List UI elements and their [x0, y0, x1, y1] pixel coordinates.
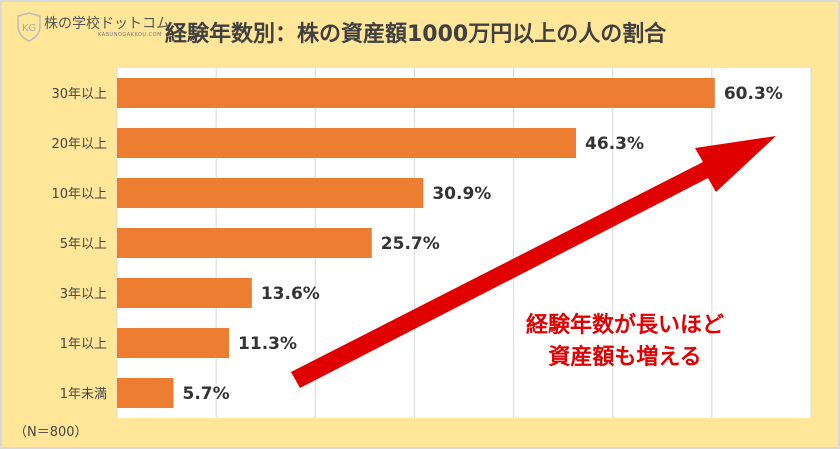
logo: KG 株の学校ドットコム KABUNOGAKKOU.COM: [16, 12, 170, 46]
data-label: 60.3%: [724, 84, 783, 104]
bar: [117, 328, 230, 358]
category-label: 1年以上: [60, 337, 107, 352]
bar: [117, 78, 715, 108]
logo-text: 株の学校ドットコム: [44, 16, 170, 32]
chart-title: 経験年数別：株の資産額1000万円以上の人の割合: [165, 22, 667, 47]
bar: [117, 278, 252, 308]
bar: [117, 378, 174, 408]
shield-logo-icon: KG: [17, 12, 41, 42]
data-label: 25.7%: [381, 234, 440, 254]
category-label: 30年以上: [51, 87, 107, 102]
category-label: 5年以上: [60, 237, 107, 252]
bar: [117, 178, 424, 208]
data-label: 11.3%: [238, 334, 297, 354]
trend-arrow: [291, 136, 776, 388]
bar: [117, 228, 372, 258]
data-label: 46.3%: [585, 134, 644, 154]
category-label: 1年未満: [60, 387, 107, 402]
category-label: 20年以上: [51, 137, 107, 152]
annotation: 経験年数が長いほど 資産額も増える: [480, 310, 770, 374]
sample-size-note: （N＝800）: [14, 425, 88, 440]
data-label: 5.7%: [183, 384, 230, 404]
logo-subtext: KABUNOGAKKOU.COM: [98, 32, 162, 38]
data-label: 30.9%: [432, 184, 491, 204]
category-label: 3年以上: [60, 287, 107, 302]
annotation-line-2: 資産額も増える: [548, 345, 702, 370]
category-label: 10年以上: [51, 187, 107, 202]
svg-text:KG: KG: [22, 23, 36, 34]
bar: [117, 128, 577, 158]
annotation-line-1: 経験年数が長いほど: [525, 313, 724, 338]
data-label: 13.6%: [261, 284, 320, 304]
